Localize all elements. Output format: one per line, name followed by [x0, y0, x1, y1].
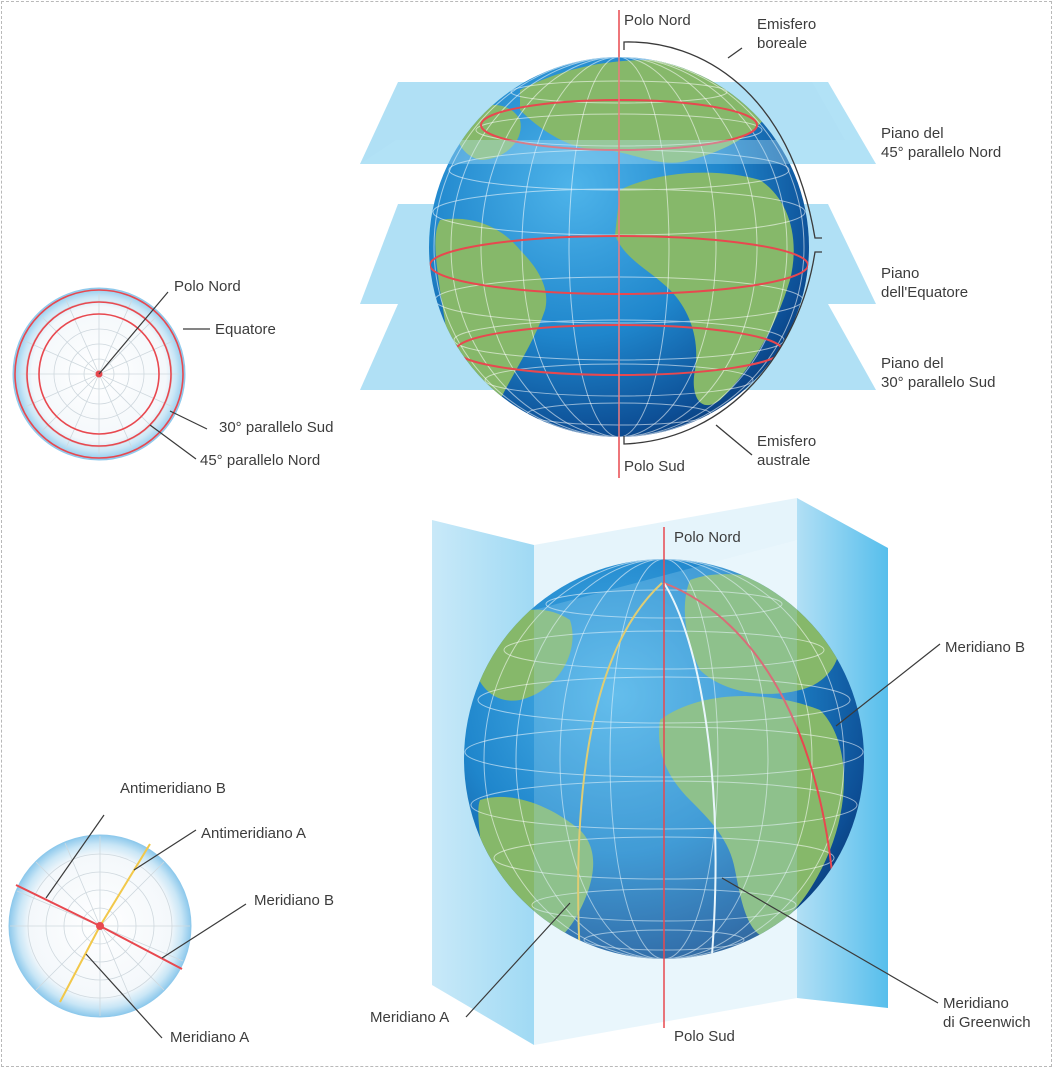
north-hemisphere-label: Emisfero boreale: [757, 15, 816, 53]
north-hemisphere-line2: boreale: [757, 35, 808, 52]
plane-30s-line2: 30° parallelo Sud: [881, 374, 996, 391]
plane-equator-line1: Piano: [881, 265, 920, 282]
plane-equator-line2: dell'Equatore: [881, 284, 969, 301]
south-hemisphere-line1: Emisfero: [757, 433, 817, 450]
africa-land: [615, 172, 794, 406]
disc-antimeridian-a-line: [99, 843, 151, 927]
greenwich-line: [663, 582, 717, 956]
greenwich-label: Meridiano di Greenwich: [943, 994, 1031, 1032]
disc-meridian-a-line: [59, 925, 101, 1003]
top-north-pole-label: Polo Nord: [624, 12, 691, 29]
bottom-globe: [432, 498, 941, 1045]
africa-land-2: [659, 696, 844, 935]
disc-antimeridian-a-label: Antimeridiano A: [201, 825, 307, 842]
top-south-pole-label: Polo Sud: [624, 458, 685, 475]
disc-meridian-a-label: Meridiano A: [170, 1029, 250, 1046]
south-hemisphere-label: Emisfero australe: [757, 432, 816, 470]
disc-pole-dot: [96, 922, 104, 930]
plane-30s-label: Piano del 30° parallelo Sud: [881, 354, 995, 392]
bottom-meridian-a-label: Meridiano A: [370, 1009, 450, 1026]
disc-30s-circle: [26, 301, 172, 447]
top-globe: [360, 10, 876, 478]
plane-equator-label: Piano dell'Equatore: [881, 264, 968, 302]
disc-antimeridian-b-line: [15, 884, 101, 927]
disc-meridian-b-line: [99, 925, 183, 970]
disc-45n-label: 45° parallelo Nord: [200, 452, 321, 469]
top-disc: [12, 287, 210, 461]
north-hemisphere-bracket: [623, 41, 822, 239]
bottom-meridian-b-label: Meridiano B: [945, 639, 1026, 656]
greenwich-line2: di Greenwich: [943, 1014, 1031, 1031]
plane-45n-line2: 45° parallelo Nord: [881, 144, 1002, 161]
plane-45n-line1: Piano del: [881, 125, 944, 142]
south-hemisphere-line2: australe: [757, 452, 811, 469]
disc-meridian-b-label: Meridiano B: [254, 892, 335, 909]
north-hemisphere-line1: Emisfero: [757, 16, 817, 33]
disc-equator-circle: [14, 289, 184, 459]
meridian-b-line: [663, 582, 837, 931]
disc-antimeridian-b-label: Antimeridiano B: [120, 780, 226, 797]
south-hemisphere-bracket: [623, 251, 822, 445]
disc-north-pole-label: Polo Nord: [174, 278, 241, 295]
plane-30s-line1: Piano del: [881, 355, 944, 372]
greenwich-line1: Meridiano: [943, 995, 1009, 1012]
plane-45n-label: Piano del 45° parallelo Nord: [881, 124, 1001, 162]
meridian-a-line: [577, 582, 663, 959]
disc-30s-label: 30° parallelo Sud: [219, 419, 334, 436]
disc-equator-label: Equatore: [215, 321, 276, 338]
bottom-north-pole-label: Polo Nord: [674, 529, 741, 546]
bottom-meridians: [483, 559, 845, 959]
bottom-disc: [8, 814, 247, 1039]
disc-45n-circle: [38, 313, 160, 435]
bottom-south-pole-label: Polo Sud: [674, 1028, 735, 1045]
